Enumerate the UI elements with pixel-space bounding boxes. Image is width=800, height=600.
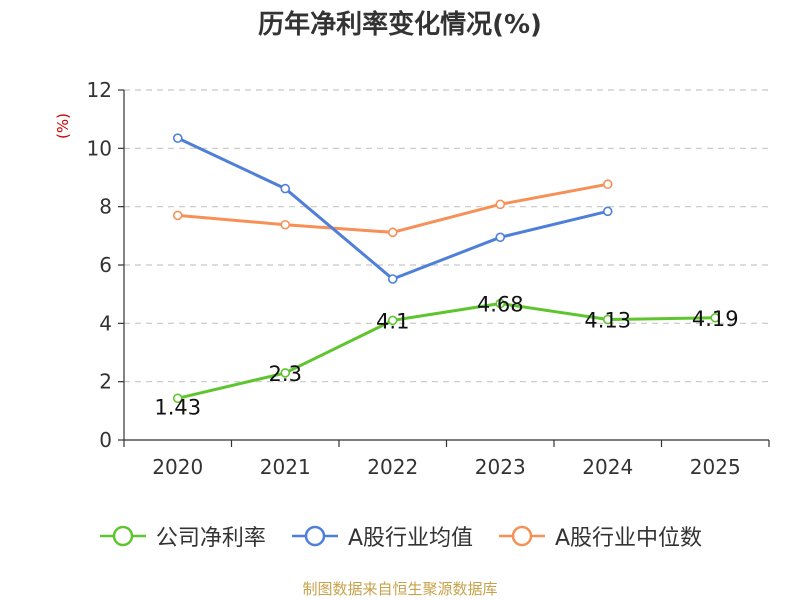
data-label: 4.1 [376, 309, 409, 333]
data-point [280, 219, 291, 230]
legend-marker-icon [99, 525, 146, 547]
source-note: 制图数据来自恒生聚源数据库 [302, 580, 498, 598]
series-line-0 [177, 302, 716, 400]
data-point [172, 393, 183, 404]
x-tick-label: 2020 [152, 455, 203, 479]
series-line-1 [177, 136, 609, 281]
legend-item[interactable]: 公司净利率 [98, 520, 266, 552]
x-tick-label: 2025 [690, 455, 741, 479]
data-label: 1.43 [154, 395, 201, 419]
x-tick-label: 2022 [367, 455, 418, 479]
data-point [280, 183, 291, 194]
data-point [710, 312, 721, 323]
y-tick-label: 0 [99, 428, 112, 452]
data-point [495, 199, 506, 210]
data-label: 2.3 [269, 362, 302, 386]
legend-label: A股行业中位数 [555, 526, 703, 551]
data-point [602, 179, 613, 190]
y-tick-label: 2 [99, 370, 112, 394]
x-tick-label: 2024 [582, 455, 633, 479]
legend-label: A股行业均值 [347, 526, 473, 551]
chart-title: 历年净利率变化情况(%) [258, 10, 542, 40]
y-tick-label: 4 [99, 311, 112, 335]
y-tick-label: 6 [99, 253, 112, 277]
x-tick-label: 2021 [260, 455, 311, 479]
y-axis-label: (%) [54, 113, 72, 139]
data-label: 4.19 [692, 307, 739, 331]
y-tick-label: 12 [87, 78, 112, 102]
data-point [495, 298, 506, 309]
data-point [495, 232, 506, 243]
data-point [172, 133, 183, 143]
legend-label: 公司净利率 [155, 526, 266, 551]
series-line-2 [177, 182, 609, 234]
legend-item[interactable]: A股行业均值 [290, 520, 473, 552]
legend-marker-icon [499, 525, 545, 547]
y-tick-label: 10 [87, 136, 112, 160]
data-point [172, 210, 183, 221]
data-point [602, 206, 613, 217]
data-label: 4.68 [477, 293, 524, 317]
x-tick-label: 2023 [475, 455, 526, 479]
legend-marker-icon [291, 525, 338, 547]
data-point [387, 227, 398, 238]
data-point [602, 314, 613, 325]
data-point [387, 274, 398, 284]
y-tick-label: 8 [99, 195, 112, 219]
data-label: 4.13 [584, 309, 631, 333]
data-point [387, 315, 398, 326]
data-point [280, 368, 291, 378]
legend: 公司净利率 A股行业均值 A股行业中位数 [0, 520, 800, 552]
legend-item[interactable]: A股行业中位数 [497, 520, 702, 552]
